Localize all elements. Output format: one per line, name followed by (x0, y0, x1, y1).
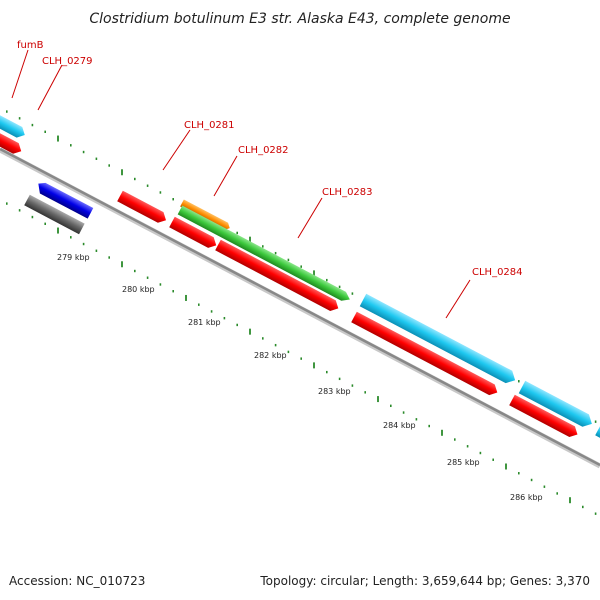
gene-feature-clh0284[interactable] (359, 293, 519, 387)
tick-label-284: 284 kbp (383, 421, 416, 430)
gene-feature-red-b[interactable] (215, 239, 341, 314)
gene-feature-blue[interactable] (35, 180, 94, 219)
genome-backbone (0, 147, 600, 469)
gene-label-leaders (11, 49, 471, 319)
gene-feature-fumB[interactable] (0, 112, 28, 140)
reverse-strand-features (24, 180, 580, 440)
gene-feature-clh0282[interactable] (180, 199, 231, 231)
gene-feature-clh0281[interactable] (117, 190, 169, 226)
gene-label-fumB: fumB (17, 40, 44, 51)
gene-feature-red-a[interactable] (169, 216, 219, 251)
genome-summary-text: Topology: circular; Length: 3,659,644 bp… (259, 574, 590, 588)
gene-label-clh0284: CLH_0284 (472, 267, 523, 278)
tick-label-285: 285 kbp (447, 458, 480, 467)
forward-strand-features (0, 112, 600, 445)
tick-label-281: 281 kbp (188, 318, 221, 327)
tick-label-286: 286 kbp (510, 493, 543, 502)
map-title: Clostridium botulinum E3 str. Alaska E43… (89, 11, 510, 27)
tick-label-280: 280 kbp (122, 285, 155, 294)
gene-feature-clh0283[interactable] (177, 205, 353, 304)
gene-label-clh0281: CLH_0281 (184, 120, 235, 131)
gene-feature-cyan-next[interactable] (518, 380, 595, 430)
tick-label-283: 283 kbp (318, 387, 351, 396)
gene-feature-red-c[interactable] (351, 311, 500, 398)
gene-feature-cyan-edge[interactable] (595, 424, 600, 445)
gene-feature-gray[interactable] (24, 194, 85, 235)
tick-label-279: 279 kbp (57, 253, 90, 262)
inner-tick-track (6, 202, 597, 515)
gene-feature-red-d[interactable] (509, 394, 580, 440)
tick-label-282: 282 kbp (254, 351, 287, 360)
gene-label-clh0283: CLH_0283 (322, 187, 373, 198)
gene-label-clh0282: CLH_0282 (238, 145, 289, 156)
accession-text: Accession: NC_010723 (9, 574, 145, 588)
gene-label-clh0279: CLH_0279 (42, 56, 93, 67)
gene-feature-clh0279[interactable] (0, 130, 24, 156)
